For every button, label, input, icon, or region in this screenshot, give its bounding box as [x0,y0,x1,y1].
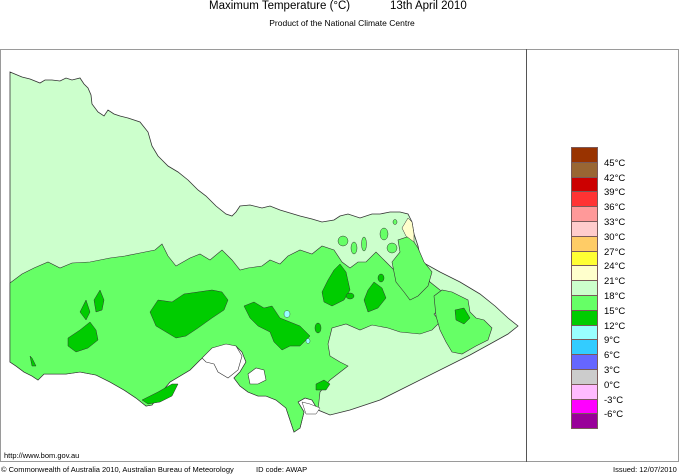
zone-12-15 [93,289,105,313]
zone-12-15 [67,321,99,353]
legend-swatch [571,147,598,163]
legend-label: 21°C [604,276,626,288]
zone-12-15 [315,379,331,391]
legend-label: 12°C [604,320,626,332]
zone-12-15 [141,383,179,405]
legend-label: 9°C [604,335,620,347]
legend-label: -3°C [604,394,624,406]
zone-15-18-patch [337,235,349,247]
legend-label: 3°C [604,365,620,376]
legend-swatch [571,265,598,282]
legend-swatch [571,191,598,208]
legend-label: 39°C [604,187,626,199]
legend-swatch [571,220,598,237]
zone-12-15 [321,263,351,307]
legend-label: 27°C [604,246,626,258]
legend-label: 45°C [604,157,626,169]
legend-label: 0°C [604,379,620,391]
zone-12-15 [345,292,355,300]
zone-12-15 [29,355,37,367]
legend-label: 36°C [604,202,626,214]
title-text: Maximum Temperature (°C) [209,0,351,12]
zone-15-18-patch [392,219,398,225]
legend-label: 18°C [604,291,626,302]
legend-label: -6°C [604,409,624,421]
legend-swatch [571,176,598,193]
zone-15-18-patch [361,236,367,252]
subtitle: Product of the National Climate Centre [269,18,415,28]
zone-15-18-east-1 [391,235,433,301]
legend-swatch [571,206,598,222]
legend-swatch [571,324,598,341]
color-legend: 45°C 42°C 39°C 36°C 33°C 30°C 27°C 24°C 21°C 18°C… [571,147,625,430]
corner-inlet [301,401,321,415]
port-phillip-bay [201,343,243,379]
legend-swatch [571,250,598,267]
zone-21-24 [401,217,415,243]
legend-swatch [571,294,598,311]
legend-label: 33°C [604,217,626,228]
legend-swatch [571,309,598,326]
zone-12-15 [363,281,387,313]
zone-15-18-patch [350,241,358,255]
legend-label: 24°C [604,261,626,273]
legend-swatch [571,398,598,415]
legend-swatch [571,383,598,400]
legend-divider [526,49,527,462]
legend-swatch [571,235,598,252]
zone-15-18-patch [386,242,398,254]
legend-swatch [571,339,598,356]
zone-12-15 [149,289,229,339]
legend-swatch [571,161,598,178]
victoria-temperature-map [9,71,519,433]
legend-label: 6°C [604,350,620,362]
zone-12-15 [243,301,311,351]
zone-12-15 [454,307,471,325]
legend-label: 42°C [604,172,626,184]
map-title: Maximum Temperature (°C) 13th April 2010 [0,0,680,14]
zone-12-15 [314,322,322,334]
zone-9-12 [283,310,291,318]
zone-9-12 [305,338,311,344]
legend-label: 30°C [604,231,626,243]
legend-swatch [571,413,598,430]
zone-15-18-patch [379,227,389,241]
map-frame [0,49,679,462]
legend-swatch [571,280,598,296]
zone-12-15 [377,273,385,283]
western-port [247,367,267,385]
title-date: 13th April 2010 [390,0,467,12]
zone-12-15 [79,299,91,321]
copyright: © Commonwealth of Australia 2010, Austra… [1,465,234,474]
legend-swatch [571,354,598,370]
issued-date: Issued: 12/07/2010 [613,465,677,474]
website-url: http://www.bom.gov.au [4,451,80,460]
legend-label: 15°C [604,305,626,317]
legend-swatch [571,368,598,385]
id-code: ID code: AWAP [256,465,308,474]
